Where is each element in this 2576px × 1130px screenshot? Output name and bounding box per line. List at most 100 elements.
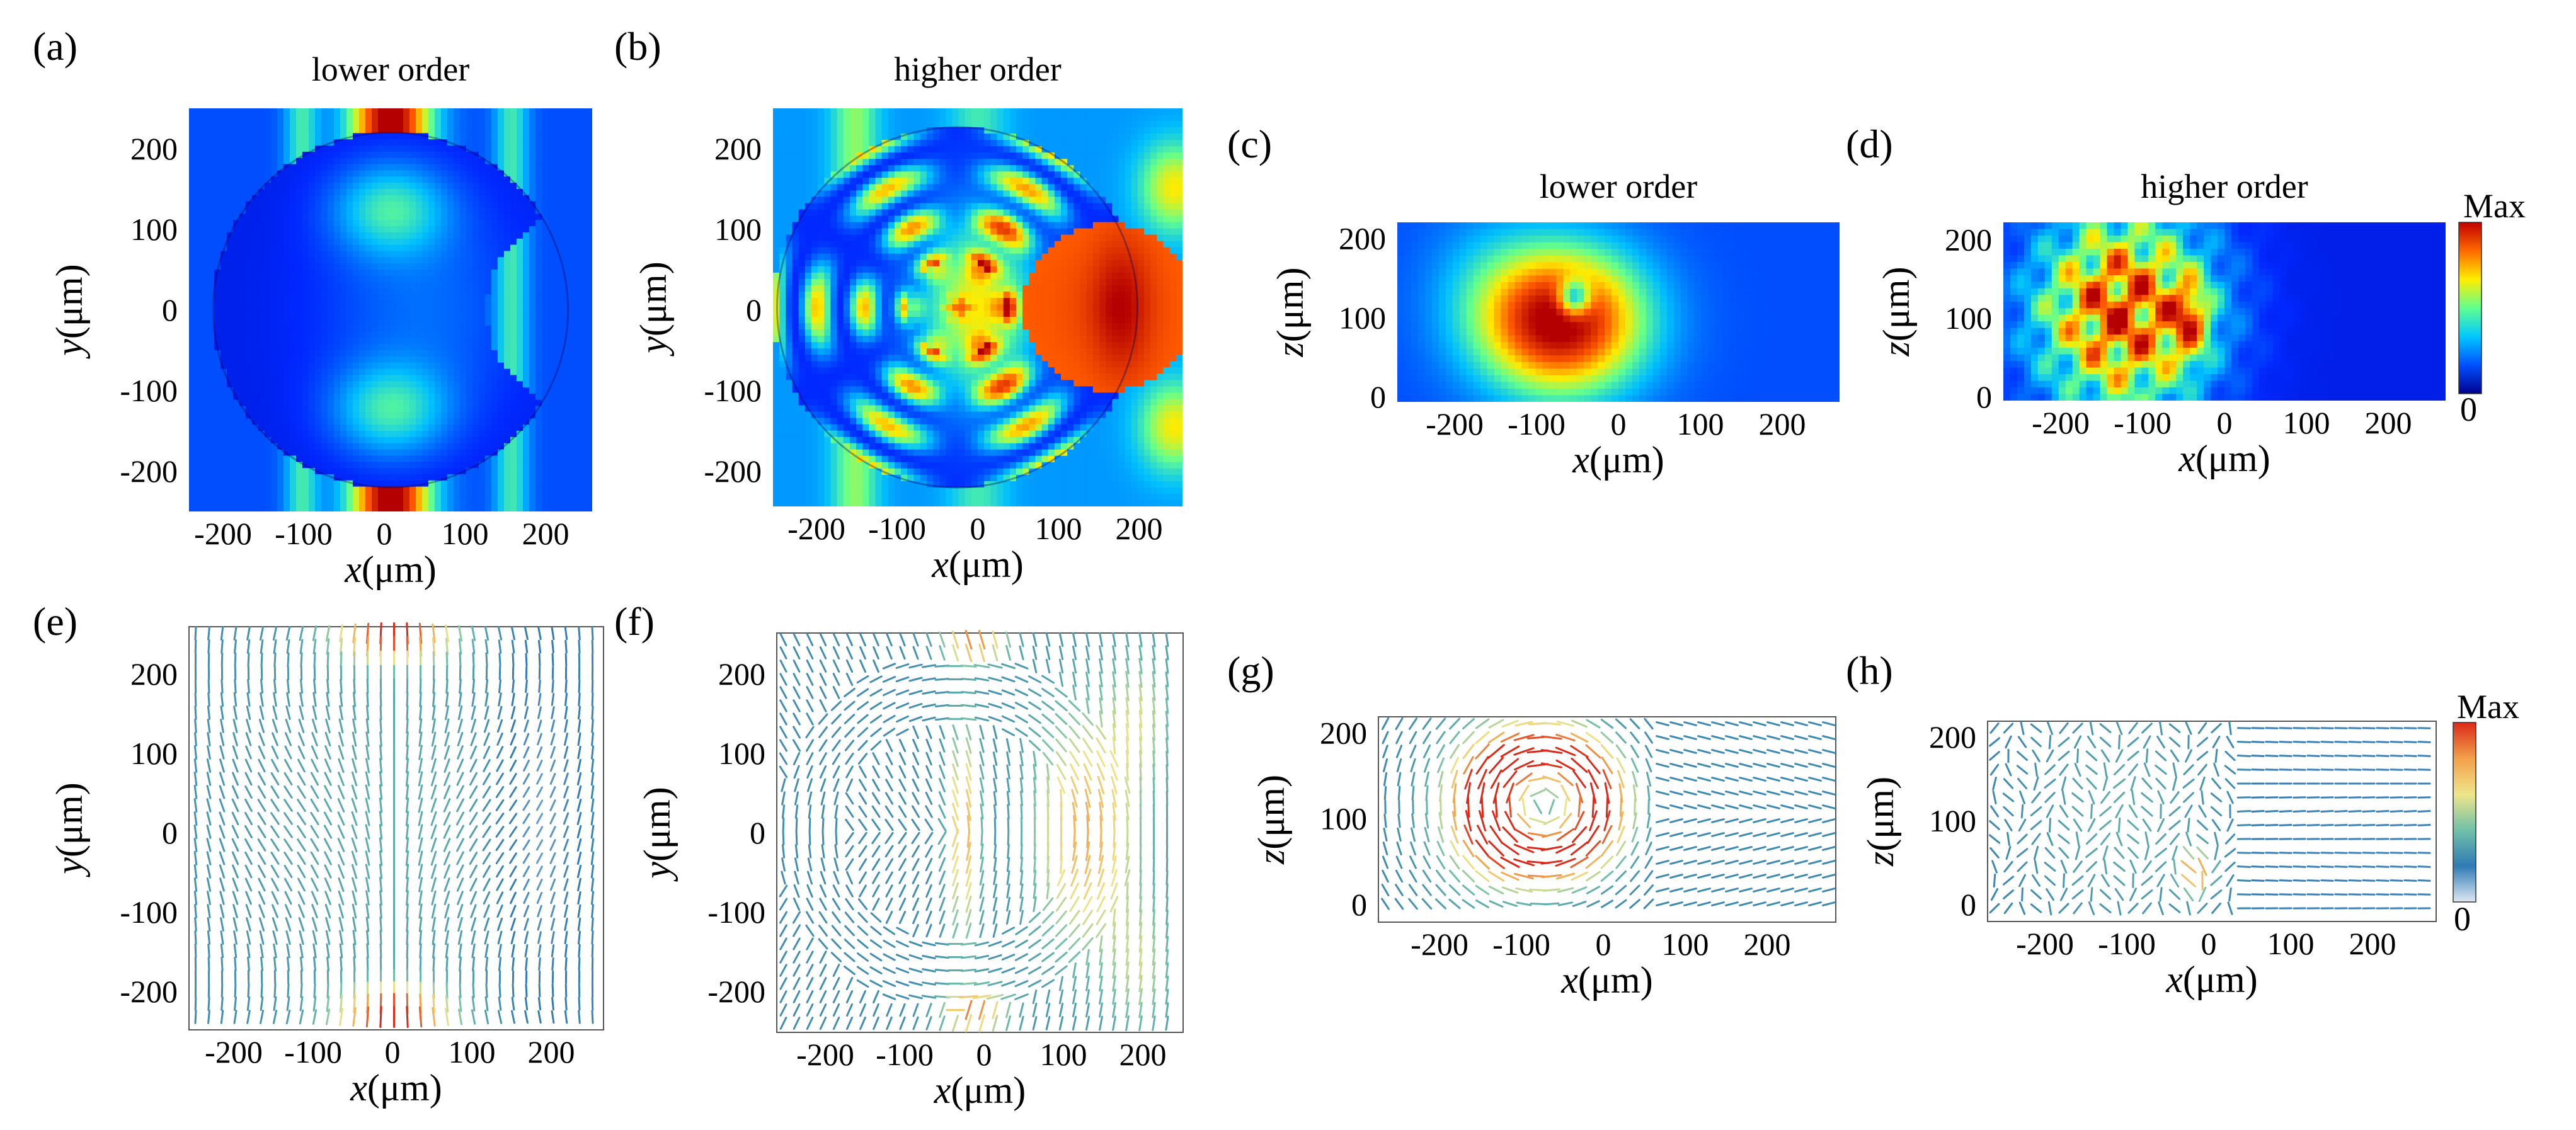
- heatmap-cell: [1176, 171, 1182, 179]
- heatmap-cell: [504, 493, 511, 500]
- heatmap-cell: [258, 207, 265, 215]
- heatmap-cell: [416, 157, 423, 165]
- heatmap-cell: [1176, 115, 1182, 122]
- heatmap-cell: [340, 325, 347, 333]
- heatmap-cell: [952, 178, 959, 185]
- heatmap-cell: [504, 350, 511, 357]
- heatmap-cell: [542, 387, 549, 394]
- heatmap-cell: [586, 418, 592, 425]
- heatmap-cell: [830, 127, 838, 134]
- heatmap-cell: [422, 251, 429, 258]
- heatmap-cell: [573, 170, 580, 178]
- heatmap-cell: [965, 127, 972, 134]
- heatmap-cell: [239, 443, 246, 450]
- heatmap-cell: [472, 232, 479, 239]
- heatmap-cell: [428, 201, 435, 208]
- heatmap-cell: [978, 115, 985, 122]
- heatmap-cell: [353, 195, 360, 202]
- heatmap-cell: [504, 399, 511, 407]
- heatmap-cell: [580, 368, 587, 376]
- heatmap-cell: [472, 170, 479, 178]
- heatmap-cell: [460, 350, 467, 357]
- heatmap-cell: [1157, 171, 1164, 179]
- heatmap-cell: [517, 338, 524, 345]
- heatmap-cell: [227, 449, 234, 457]
- heatmap-cell: [542, 480, 549, 488]
- heatmap-cell: [239, 331, 246, 339]
- heatmap-cell: [378, 356, 385, 363]
- heatmap-cell: [372, 393, 379, 401]
- heatmap-cell: [334, 399, 341, 407]
- heatmap-cell: [340, 356, 347, 363]
- heatmap-cell: [542, 170, 549, 178]
- heatmap-cell: [302, 139, 309, 146]
- heatmap-cell: [523, 325, 530, 333]
- heatmap-cell: [214, 505, 221, 511]
- heatmap-cell: [1157, 184, 1164, 191]
- heatmap-cell: [340, 468, 347, 475]
- heatmap-cell: [252, 319, 259, 326]
- heatmap-cell: [856, 178, 863, 185]
- heatmap-cell: [460, 338, 467, 345]
- heatmap-cell: [958, 152, 966, 159]
- heatmap-cell: [315, 356, 322, 363]
- heatmap-cell: [901, 159, 908, 166]
- heatmap-cell: [208, 474, 215, 481]
- heatmap-cell: [365, 220, 372, 227]
- heatmap-cell: [466, 362, 473, 370]
- heatmap-cell: [334, 431, 341, 438]
- heatmap-cell: [397, 455, 404, 462]
- heatmap-cell: [365, 325, 372, 333]
- heatmap-cell: [296, 437, 303, 444]
- heatmap-cell: [548, 399, 555, 407]
- heatmap-cell: [302, 251, 309, 258]
- heatmap-cell: [403, 312, 410, 320]
- heatmap-cell: [340, 183, 347, 190]
- heatmap-cell: [214, 139, 221, 146]
- heatmap-cell: [290, 176, 297, 183]
- heatmap-cell: [208, 307, 215, 314]
- heatmap-cell: [302, 486, 309, 494]
- heatmap-cell: [220, 381, 227, 388]
- heatmap-cell: [233, 412, 240, 419]
- heatmap-cell: [1099, 127, 1106, 134]
- heatmap-cell: [384, 238, 391, 246]
- heatmap-cell: [214, 300, 221, 307]
- heatmap-cell: [384, 431, 391, 438]
- heatmap-cell: [365, 146, 372, 152]
- heatmap-cell: [391, 207, 398, 215]
- heatmap-cell: [277, 139, 284, 146]
- heatmap-cell: [378, 350, 385, 357]
- heatmap-cell: [359, 443, 366, 450]
- heatmap-cell: [510, 399, 517, 407]
- heatmap-cell: [454, 381, 461, 388]
- heatmap-cell: [397, 183, 404, 190]
- heatmap-cell: [416, 474, 423, 481]
- heatmap-cell: [391, 493, 398, 500]
- heatmap-cell: [811, 152, 818, 159]
- heatmap-cell: [990, 134, 998, 140]
- heatmap-cell: [523, 393, 530, 401]
- heatmap-cell: [542, 270, 549, 277]
- heatmap-cell: [561, 282, 568, 289]
- heatmap-cell: [561, 232, 568, 239]
- heatmap-cell: [1048, 171, 1055, 179]
- heatmap-cell: [554, 331, 561, 339]
- heatmap-cell: [353, 393, 360, 401]
- heatmap-cell: [321, 251, 328, 258]
- heatmap-cell: [302, 437, 309, 444]
- heatmap-cell: [498, 139, 505, 146]
- heatmap-cell: [798, 184, 806, 191]
- heatmap-cell: [435, 431, 442, 438]
- heatmap-cell: [202, 437, 209, 444]
- heatmap-cell: [573, 362, 580, 370]
- heatmap-cell: [409, 226, 416, 233]
- heatmap-cell: [403, 375, 410, 382]
- heatmap-cell: [334, 263, 341, 270]
- heatmap-cell: [441, 399, 448, 407]
- heatmap-cell: [529, 462, 536, 469]
- heatmap-cell: [384, 468, 391, 475]
- heatmap-cell: [378, 443, 385, 450]
- heatmap-cell: [208, 201, 215, 208]
- heatmap-cell: [504, 164, 511, 171]
